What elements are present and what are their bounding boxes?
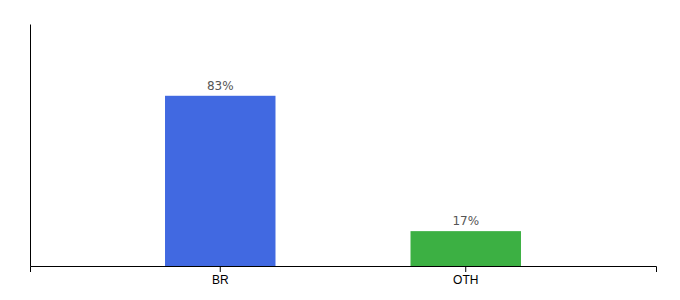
y-axis-line xyxy=(30,25,31,267)
bar xyxy=(165,96,275,266)
bars xyxy=(165,96,521,266)
x-tick: OTH xyxy=(453,266,478,287)
x-tick: BR xyxy=(212,266,229,287)
x-tick-mark xyxy=(465,266,466,272)
data-label: 17% xyxy=(452,214,479,228)
y-axis xyxy=(30,25,31,267)
data-labels: 83% 17% xyxy=(207,79,479,228)
chart-svg: 83% 17% BR OTH xyxy=(0,0,680,300)
x-tick-label: OTH xyxy=(453,273,478,287)
x-axis: BR OTH xyxy=(31,266,657,287)
bar xyxy=(411,231,521,266)
x-tick-mark xyxy=(220,266,221,272)
data-label: 83% xyxy=(207,79,234,93)
x-axis-line xyxy=(31,267,657,273)
chart-container: 83% 17% BR OTH xyxy=(0,0,680,300)
x-tick-label: BR xyxy=(212,273,229,287)
plot-area: 83% 17% BR OTH xyxy=(31,25,657,287)
